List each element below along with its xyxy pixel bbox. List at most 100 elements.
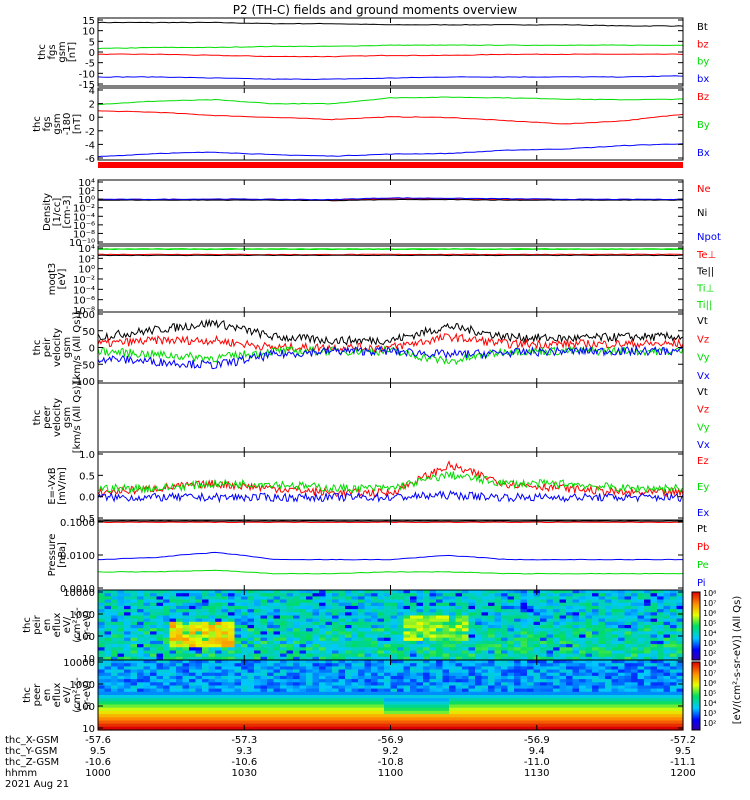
- spectrogram-cell: [371, 675, 379, 680]
- spectrogram-cell: [605, 701, 613, 706]
- spectrogram-cell: [267, 609, 275, 613]
- spectrogram-cell: [163, 663, 171, 667]
- spectrogram-cell: [579, 669, 587, 674]
- spectrogram-cell: [150, 647, 158, 652]
- spectrogram-cell: [390, 663, 398, 667]
- spectrogram-cell: [663, 609, 671, 613]
- spectrogram-cell: [228, 625, 236, 629]
- spectrogram-cell: [299, 625, 307, 629]
- spectrogram-cell: [371, 631, 379, 636]
- spectrogram-cell: [267, 653, 275, 658]
- spectrogram-cell: [559, 605, 567, 610]
- spectrogram-cell: [299, 720, 307, 725]
- spectrogram-cell: [345, 618, 353, 623]
- spectrogram-cell: [410, 704, 418, 709]
- spectrogram-cell: [397, 672, 405, 677]
- spectrogram-cell: [631, 710, 639, 715]
- spectrogram-cell: [507, 726, 515, 731]
- spectrogram-cell: [527, 691, 535, 696]
- spectrogram-cell: [410, 695, 418, 699]
- spectrogram-cell: [546, 679, 554, 683]
- spectrogram-cell: [338, 679, 346, 683]
- spectrogram-cell: [579, 691, 587, 696]
- spectrogram-cell: [559, 685, 567, 690]
- spectrogram-cell: [663, 625, 671, 629]
- spectrogram-cell: [650, 717, 658, 722]
- spectrogram-cell: [455, 723, 463, 728]
- spectrogram-cell: [124, 640, 132, 645]
- spectrogram-cell: [273, 726, 281, 731]
- spectrogram-cell: [117, 698, 125, 702]
- spectrogram-cell: [481, 660, 489, 664]
- spectrogram-cell: [143, 717, 151, 722]
- spectrogram-cell: [624, 701, 632, 706]
- spectrogram-cell: [618, 631, 626, 636]
- spectrogram-cell: [208, 602, 216, 607]
- spectrogram-cell: [150, 672, 158, 677]
- spectrogram-cell: [117, 669, 125, 674]
- spectrogram-cell: [436, 679, 444, 683]
- spectrogram-cell: [527, 621, 535, 626]
- spectrogram-cell: [189, 647, 197, 652]
- spectrogram-cell: [579, 599, 587, 604]
- spectrogram-cell: [481, 704, 489, 709]
- spectrogram-cell: [449, 720, 457, 725]
- spectrogram-cell: [462, 650, 470, 655]
- spectrogram-cell: [345, 701, 353, 706]
- spectrogram-cell: [644, 621, 652, 626]
- spectrogram-cell: [566, 691, 574, 696]
- spectrogram-cell: [507, 605, 515, 610]
- spectrogram-cell: [325, 726, 333, 731]
- spectrogram-cell: [644, 691, 652, 696]
- spectrogram-cell: [345, 691, 353, 696]
- spectrogram-cell: [150, 612, 158, 617]
- spectrogram-cell: [514, 707, 522, 712]
- spectrogram-cell: [293, 637, 301, 642]
- spectrogram-cell: [156, 628, 164, 632]
- spectrogram-cell: [416, 609, 424, 613]
- spectrogram-cell: [631, 596, 639, 601]
- spectrogram-cell: [312, 710, 320, 715]
- series-bx-line: [97, 75, 684, 81]
- spectrogram-cell: [462, 644, 470, 648]
- spectrogram-cell: [150, 685, 158, 690]
- spectrogram-cell: [299, 628, 307, 632]
- spectrogram-cell: [429, 704, 437, 709]
- colorbar: 10⁸10⁷10⁶10⁵10⁴10³10²10⁸10⁷10⁶10⁵10⁴10³1…: [691, 589, 743, 731]
- spectrogram-cell: [280, 726, 288, 731]
- spectrogram-cell: [429, 685, 437, 690]
- spectrogram-cell: [488, 660, 496, 664]
- spectrogram-cell: [384, 720, 392, 725]
- spectrogram-cell: [605, 634, 613, 639]
- spectrogram-cell: [104, 666, 112, 671]
- spectrogram-cell: [585, 625, 593, 629]
- spectrogram-cell: [260, 710, 268, 715]
- spectrogram-cell: [111, 602, 119, 607]
- y-axis-label: thc: [22, 687, 33, 703]
- spectrogram-cell: [176, 707, 184, 712]
- spectrogram-cell: [423, 653, 431, 658]
- spectrogram-cell: [540, 631, 548, 636]
- spectrogram-cell: [663, 640, 671, 645]
- spectrogram-cell: [527, 688, 535, 693]
- spectrogram-cell: [137, 695, 145, 699]
- spectrogram-cell: [163, 688, 171, 693]
- spectrogram-cell: [267, 625, 275, 629]
- spectrogram-cell: [98, 631, 106, 636]
- spectrogram-cell: [670, 631, 678, 636]
- spectrogram-cell: [514, 605, 522, 610]
- spectrogram-cell: [371, 726, 379, 731]
- spectrogram-cell: [130, 698, 138, 702]
- spectrogram-cell: [98, 695, 106, 699]
- spectrogram-cell: [260, 612, 268, 617]
- spectrogram-cell: [501, 726, 509, 731]
- spectrogram-cell: [163, 726, 171, 731]
- spectrogram-cell: [670, 647, 678, 652]
- y-tick-label: -10: [79, 69, 95, 80]
- spectrogram-cell: [358, 691, 366, 696]
- spectrogram-cell: [293, 679, 301, 683]
- spectrogram-cell: [644, 637, 652, 642]
- spectrogram-cell: [540, 682, 548, 687]
- spectrogram-cell: [312, 596, 320, 601]
- spectrogram-cell: [130, 640, 138, 645]
